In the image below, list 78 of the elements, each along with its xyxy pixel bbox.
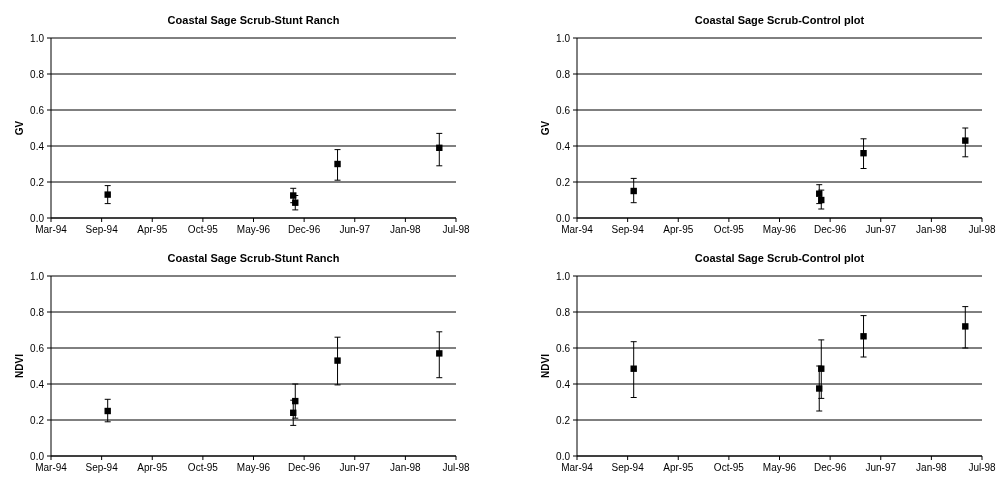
y-tick-label: 0.4: [30, 140, 45, 152]
y-tick-label: 0.4: [556, 378, 571, 390]
point: [816, 385, 823, 392]
y-tick-label: 0.2: [556, 176, 571, 188]
y-tick-label: 0.0: [30, 212, 45, 224]
y-tick-label: 0.6: [30, 342, 45, 354]
point: [334, 160, 341, 168]
point: [436, 350, 443, 357]
x-tick-label: Jul-98: [442, 224, 471, 235]
y-tick-label: 0.0: [556, 450, 571, 462]
chart-title: Coastal Sage Scrub-Control plot: [694, 252, 865, 264]
point: [334, 357, 341, 364]
point: [104, 191, 111, 198]
x-tick-label: Jun-97: [339, 462, 371, 473]
x-tick-label: Dec-96: [288, 462, 321, 473]
y-tick-label: 0.4: [30, 378, 45, 390]
y-tick-label: 0.8: [30, 306, 45, 318]
y-tick-label: 0.6: [30, 104, 45, 116]
point: [962, 137, 969, 144]
x-tick-label: Mar-94: [561, 462, 594, 473]
x-tick-label: Sep-94: [611, 224, 645, 235]
y-tick-label: 0.2: [30, 176, 45, 188]
y-tick-label: 1.0: [556, 270, 571, 282]
y-tick-label: 1.0: [556, 32, 571, 44]
y-tick-label: 0.8: [556, 68, 571, 80]
point: [290, 192, 297, 199]
x-tick-label: Apr-95: [137, 224, 168, 235]
y-axis-title: NDVI: [14, 353, 25, 378]
x-tick-label: Sep-94: [85, 462, 119, 473]
x-tick-label: Jan-98: [916, 224, 948, 235]
y-tick-label: 1.0: [30, 270, 45, 282]
x-tick-label: Sep-94: [611, 462, 645, 473]
x-tick-label: Jan-98: [916, 462, 948, 473]
x-tick-label: Oct-95: [187, 224, 219, 235]
chart-title: Coastal Sage Scrub-Control plot: [694, 14, 865, 26]
x-tick-label: May-96: [236, 224, 271, 235]
y-tick-label: 0.0: [30, 450, 45, 462]
y-tick-label: 1.0: [30, 32, 45, 44]
x-tick-label: Dec-96: [814, 224, 847, 235]
x-tick-label: Apr-95: [663, 462, 694, 473]
x-tick-label: Mar-94: [561, 224, 594, 235]
point: [860, 150, 867, 157]
x-tick-label: Dec-96: [814, 462, 847, 473]
x-tick-label: Oct-95: [713, 224, 745, 235]
x-tick-label: Jul-98: [968, 462, 997, 473]
point: [962, 323, 969, 330]
y-tick-label: 0.8: [30, 68, 45, 80]
x-tick-label: Oct-95: [187, 462, 219, 473]
chart-title: Coastal Sage Scrub-Stunt Ranch: [167, 14, 340, 26]
x-tick-label: Jan-98: [390, 224, 422, 235]
x-tick-label: May-96: [762, 462, 797, 473]
x-tick-label: Jan-98: [390, 462, 422, 473]
y-tick-label: 0.6: [556, 342, 571, 354]
y-tick-label: 0.8: [556, 306, 571, 318]
y-axis-title: GV: [14, 120, 25, 136]
x-tick-label: Jun-97: [865, 462, 897, 473]
x-tick-label: May-96: [762, 224, 797, 235]
y-tick-label: 0.2: [556, 414, 571, 426]
y-axis-title: GV: [540, 120, 551, 136]
point: [860, 333, 867, 340]
chart-title: Coastal Sage Scrub-Stunt Ranch: [167, 252, 340, 264]
x-tick-label: Dec-96: [288, 224, 321, 235]
x-tick-label: Jul-98: [442, 462, 471, 473]
y-tick-label: 0.0: [556, 212, 571, 224]
y-tick-label: 0.4: [556, 140, 571, 152]
y-tick-label: 0.6: [556, 104, 571, 116]
x-tick-label: Mar-94: [35, 462, 68, 473]
x-tick-label: Jul-98: [968, 224, 997, 235]
x-tick-label: Oct-95: [713, 462, 745, 473]
x-tick-label: Jun-97: [339, 224, 371, 235]
x-tick-label: Mar-94: [35, 224, 68, 235]
x-tick-label: Apr-95: [663, 224, 694, 235]
x-tick-label: Sep-94: [85, 224, 119, 235]
x-tick-label: Jun-97: [865, 224, 897, 235]
y-tick-label: 0.2: [30, 414, 45, 426]
x-tick-label: Apr-95: [137, 462, 168, 473]
y-axis-title: NDVI: [540, 353, 551, 378]
x-tick-label: May-96: [236, 462, 271, 473]
